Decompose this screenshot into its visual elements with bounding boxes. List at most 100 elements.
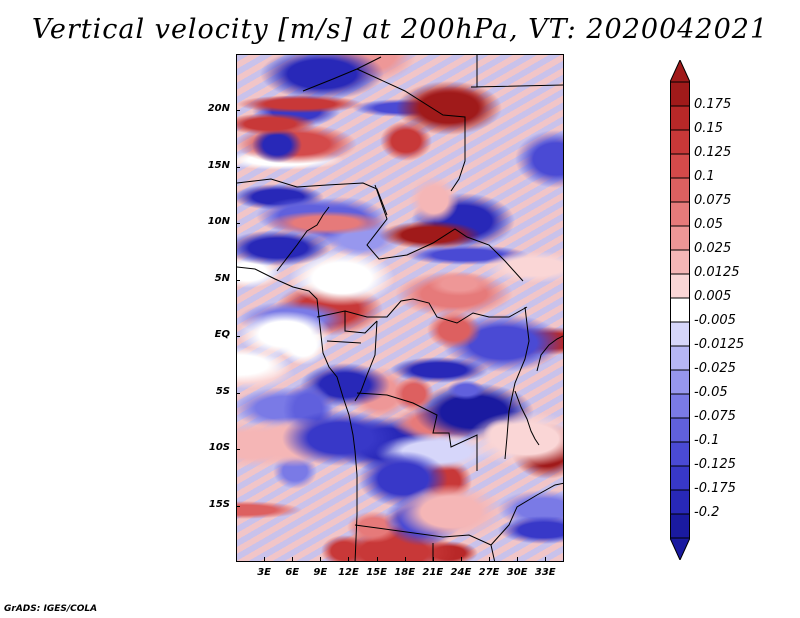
lon-tick-label: 27E: [478, 567, 500, 578]
colorbar-bottom-triangle: [670, 537, 690, 560]
border-north: [302, 56, 382, 92]
colorbar-label: -0.125: [694, 457, 736, 472]
coastlines-and-borders: [237, 55, 563, 561]
border-drc-west: [354, 320, 378, 402]
lon-tick-mark: [264, 557, 265, 561]
lon-tick-label: 3E: [257, 567, 271, 578]
colorbar-label: 0.025: [694, 241, 732, 256]
colorbar-label: -0.0125: [694, 337, 745, 352]
border-chad-sudan: [366, 184, 524, 282]
lon-tick-label: 6E: [285, 567, 300, 578]
colorbar-label: 0.05: [694, 217, 723, 232]
colorbar-segment: [670, 489, 690, 515]
colorbar-label: 0.005: [694, 289, 732, 304]
colorbar-segment: [670, 441, 690, 467]
colorbar-segment: [670, 273, 690, 299]
colorbar-segment: [670, 225, 690, 251]
lon-tick-mark: [433, 557, 434, 561]
border-lake-tanganyika: [514, 390, 540, 446]
lat-tick-mark: [236, 223, 240, 224]
lon-tick-mark: [517, 557, 518, 561]
lon-tick-mark: [348, 557, 349, 561]
grads-credit: GrADS: IGES/COLA: [4, 604, 98, 614]
lat-tick-label: 20N: [207, 103, 230, 115]
colorbar-label: -0.05: [694, 385, 728, 400]
colorbar-segment: [670, 297, 690, 323]
colorbar-label: -0.025: [694, 361, 736, 376]
colorbar-label: 0.075: [694, 193, 732, 208]
lon-tick-label: 21E: [422, 567, 444, 578]
lat-tick-mark: [236, 110, 240, 111]
border-zambia-south: [432, 543, 496, 561]
lat-tick-label: 15S: [208, 498, 230, 510]
lat-tick-label: 5N: [214, 272, 230, 284]
lon-tick-mark: [377, 557, 378, 561]
colorbar-segment: [670, 321, 690, 347]
vertical-velocity-field: [237, 55, 563, 561]
colorbar-label: 0.15: [694, 121, 723, 136]
border-drc-angola: [356, 392, 478, 471]
lat-tick-mark: [236, 336, 240, 337]
colorbar-segment: [670, 201, 690, 227]
colorbar-segment: [670, 81, 690, 107]
border-east-coast: [470, 55, 563, 88]
lat-tick-label: 5S: [215, 385, 230, 397]
colorbar-label: -0.2: [694, 505, 720, 520]
colorbar-top-triangle: [670, 60, 690, 83]
colorbar-segment: [670, 345, 690, 371]
colorbar-segment: [670, 153, 690, 179]
colorbar-segment: [670, 105, 690, 131]
chart-title: Vertical velocity [m/s] at 200hPa, VT: 2…: [31, 14, 769, 45]
colorbar-label: -0.175: [694, 481, 736, 496]
map-overlay: [237, 55, 563, 561]
border-northeast: [356, 68, 466, 192]
lat-tick-label: 10S: [208, 442, 230, 454]
lon-tick-label: 12E: [338, 567, 359, 578]
lon-tick-label: 24E: [450, 567, 472, 578]
colorbar-segment: [670, 393, 690, 419]
colorbar-segment: [670, 177, 690, 203]
lat-tick-mark: [236, 167, 240, 168]
colorbar-label: 0.1: [694, 169, 715, 184]
colorbar-segment: [670, 369, 690, 395]
border-car-drc: [344, 298, 528, 324]
colorbar-label: -0.1: [694, 433, 720, 448]
west-coastline: [237, 266, 358, 561]
lat-tick-mark: [236, 506, 240, 507]
colorbar-label: -0.005: [694, 313, 736, 328]
border-sahel: [237, 178, 388, 216]
colorbar-label: 0.125: [694, 145, 732, 160]
lon-tick-mark: [545, 557, 546, 561]
border-cameroon: [276, 206, 330, 272]
lat-tick-mark: [236, 393, 240, 394]
lon-tick-label: 30E: [506, 567, 528, 578]
lon-tick-mark: [292, 557, 293, 561]
border-east-lakes: [536, 335, 563, 372]
colorbar-segment: [670, 513, 690, 539]
lat-tick-mark: [236, 449, 240, 450]
lon-tick-label: 18E: [394, 567, 416, 578]
lon-tick-mark: [320, 557, 321, 561]
colorbar: [670, 60, 690, 560]
colorbar-segment: [670, 249, 690, 275]
colorbar-segment: [670, 129, 690, 155]
colorbar-label: 0.0125: [694, 265, 740, 280]
lat-tick-mark: [236, 280, 240, 281]
border-drc-east: [504, 306, 530, 460]
lat-tick-label: EQ: [214, 329, 230, 341]
map-frame: [236, 54, 564, 562]
colorbar-segment: [670, 465, 690, 491]
lon-tick-mark: [489, 557, 490, 561]
colorbar-label: 0.175: [694, 97, 732, 112]
colorbar-label: -0.075: [694, 409, 736, 424]
lat-tick-label: 10N: [207, 216, 230, 228]
lon-tick-label: 15E: [366, 567, 387, 578]
lon-tick-mark: [461, 557, 462, 561]
border-angola-zambia: [354, 482, 563, 546]
lon-tick-label: 33E: [534, 567, 556, 578]
lat-tick-label: 15N: [207, 159, 230, 171]
lon-tick-mark: [405, 557, 406, 561]
border-congo-gabon: [316, 310, 378, 344]
lon-tick-label: 9E: [313, 567, 328, 578]
colorbar-segment: [670, 417, 690, 443]
